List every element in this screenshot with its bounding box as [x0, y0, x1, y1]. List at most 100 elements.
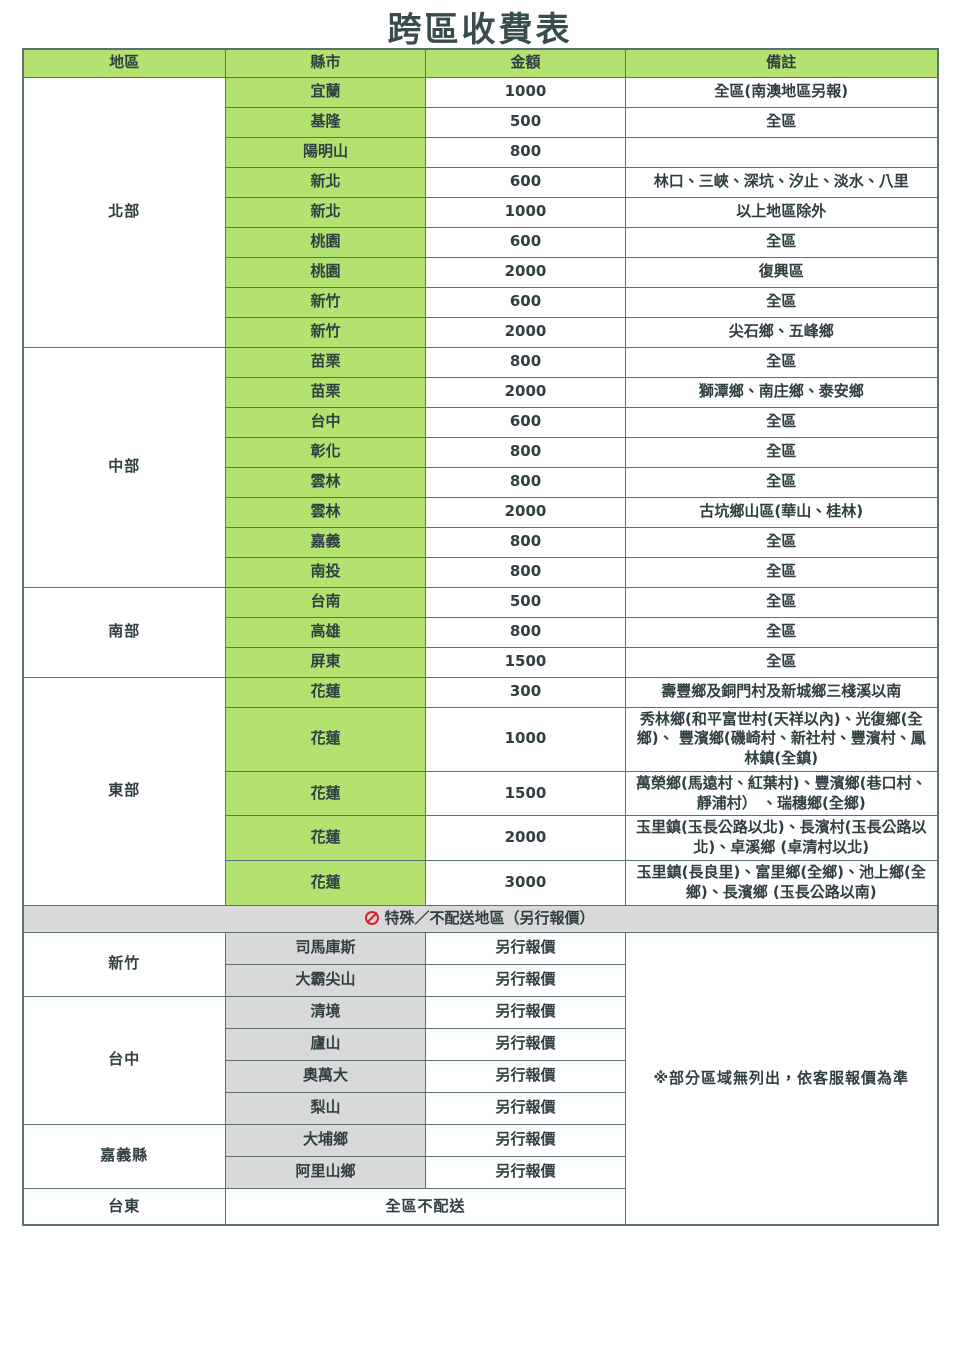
- remark-cell: 全區(南澳地區另報): [625, 76, 938, 108]
- county-cell: 彰化: [225, 436, 426, 468]
- special-place-cell: 大霸尖山: [225, 963, 426, 997]
- remark-cell: 尖石鄉、五峰鄉: [625, 316, 938, 348]
- remark-cell: 玉里鎮(長良里)、富里鄉(全鄉)、池上鄉(全鄉)、長濱鄉 (玉長公路以南): [625, 860, 938, 906]
- table-row: 花蓮 3000 玉里鎮(長良里)、富里鄉(全鄉)、池上鄉(全鄉)、長濱鄉 (玉長…: [23, 860, 938, 906]
- special-place-cell: 清境: [225, 995, 426, 1029]
- prohibition-icon: [365, 910, 380, 925]
- table-row: 花蓮 2000 玉里鎮(玉長公路以北)、長濱村(玉長公路以北)、卓溪鄉 (卓清村…: [23, 815, 938, 862]
- table-row: 新北 1000 以上地區除外: [23, 196, 938, 228]
- table-row: 基隆 500 全區: [23, 106, 938, 138]
- amount-cell: 3000: [425, 860, 626, 906]
- amount-cell: 2000: [425, 256, 626, 288]
- county-cell: 桃園: [225, 256, 426, 288]
- table-row: 阿里山鄉 另行報價: [23, 1155, 938, 1189]
- amount-cell: 800: [425, 616, 626, 648]
- county-cell: 台中: [225, 406, 426, 438]
- region-cell-south: 南部: [22, 586, 226, 678]
- county-cell: 苗栗: [225, 376, 426, 408]
- table-header: 地區 縣市 金額 備註: [22, 48, 938, 78]
- table-row: 苗栗 2000 獅潭鄉、南庄鄉、泰安鄉: [23, 376, 938, 408]
- amount-cell: 800: [425, 466, 626, 498]
- remark-cell: 以上地區除外: [625, 196, 938, 228]
- amount-cell: 600: [425, 286, 626, 318]
- remark-cell: [625, 136, 938, 168]
- table-row: 屏東 1500 全區: [23, 646, 938, 678]
- amount-cell: 1000: [425, 196, 626, 228]
- column-header-amount: 金額: [425, 48, 626, 78]
- table-row: 東部 花蓮 300 壽豐鄉及銅門村及新城鄉三棧溪以南: [22, 676, 938, 906]
- special-region-cell-chiayi: 嘉義縣: [22, 1123, 226, 1189]
- no-delivery-cell: 全區不配送: [225, 1187, 626, 1226]
- table-row: 台東 全區不配送: [22, 1187, 938, 1226]
- table-body: 北部 宜蘭 1000 全區(南澳地區另報) 基隆 500 全區 陽明山 800 …: [22, 76, 938, 1226]
- fee-table: 地區 縣市 金額 備註 北部 宜蘭 1000 全區(南澳地區另報) 基隆 500…: [21, 48, 939, 1227]
- remark-cell: 林口、三峽、深坑、汐止、淡水、八里: [625, 166, 938, 198]
- county-cell: 新北: [225, 196, 426, 228]
- special-place-cell: 阿里山鄉: [225, 1155, 426, 1189]
- county-cell: 雲林: [225, 496, 426, 528]
- table-row: 新竹 2000 尖石鄉、五峰鄉: [23, 316, 938, 348]
- column-header-county: 縣市: [225, 48, 426, 78]
- remark-cell: 秀林鄉(和平富世村(天祥以內)、光復鄉(全鄉)、 豐濱鄉(磯崎村、新社村、豐濱村…: [625, 706, 938, 772]
- amount-cell: 300: [425, 676, 626, 708]
- special-price-cell: 另行報價: [425, 931, 626, 965]
- table-row: 台中 清境 另行報價: [22, 995, 938, 1125]
- county-cell: 陽明山: [225, 136, 426, 168]
- amount-cell: 600: [425, 226, 626, 258]
- remark-cell: 全區: [625, 436, 938, 468]
- amount-cell: 800: [425, 556, 626, 588]
- table-row: 新竹 600 全區: [23, 286, 938, 318]
- table-row: 花蓮 1500 萬榮鄉(馬遠村、紅葉村)、豐濱鄉(巷口村、靜浦村） 、瑞穗鄉(全…: [23, 770, 938, 817]
- special-place-cell: 司馬庫斯: [225, 931, 426, 965]
- county-cell: 新竹: [225, 286, 426, 318]
- table-row: 廬山 另行報價: [23, 1027, 938, 1061]
- special-place-cell: 大埔鄉: [225, 1123, 426, 1157]
- amount-cell: 1000: [425, 706, 626, 772]
- table-row: 梨山 另行報價: [23, 1091, 938, 1125]
- table-row: 奧萬大 另行報價: [23, 1059, 938, 1093]
- remark-cell: 全區: [625, 586, 938, 618]
- table-row: 雲林 2000 古坑鄉山區(華山、桂林): [23, 496, 938, 528]
- special-price-cell: 另行報價: [425, 963, 626, 997]
- table-row: 新北 600 林口、三峽、深坑、汐止、淡水、八里: [23, 166, 938, 198]
- county-cell: 南投: [225, 556, 426, 588]
- remark-cell: 全區: [625, 556, 938, 588]
- remark-cell: 復興區: [625, 256, 938, 288]
- region-cell-east: 東部: [22, 676, 226, 906]
- table-row: 花蓮 1000 秀林鄉(和平富世村(天祥以內)、光復鄉(全鄉)、 豐濱鄉(磯崎村…: [23, 706, 938, 772]
- remark-cell: 萬榮鄉(馬遠村、紅葉村)、豐濱鄉(巷口村、靜浦村） 、瑞穗鄉(全鄉): [625, 770, 938, 817]
- special-price-cell: 另行報價: [425, 1027, 626, 1061]
- county-cell: 基隆: [225, 106, 426, 138]
- amount-cell: 2000: [425, 815, 626, 862]
- column-header-remark: 備註: [625, 48, 938, 78]
- special-region-cell-taichung: 台中: [22, 995, 226, 1125]
- amount-cell: 2000: [425, 316, 626, 348]
- special-price-cell: 另行報價: [425, 1155, 626, 1189]
- page-title: 跨區收費表: [387, 10, 573, 50]
- table-row: 彰化 800 全區: [23, 436, 938, 468]
- table-row: 嘉義縣 大埔鄉 另行報價: [22, 1123, 938, 1189]
- remark-cell: 古坑鄉山區(華山、桂林): [625, 496, 938, 528]
- amount-cell: 500: [425, 586, 626, 618]
- remark-cell: 全區: [625, 616, 938, 648]
- county-cell: 桃園: [225, 226, 426, 258]
- remark-cell: 全區: [625, 466, 938, 498]
- amount-cell: 800: [425, 526, 626, 558]
- remark-cell: 全區: [625, 286, 938, 318]
- special-place-cell: 梨山: [225, 1091, 426, 1125]
- county-cell: 台南: [225, 586, 426, 618]
- special-region-cell-hsinchu: 新竹: [22, 931, 226, 997]
- amount-cell: 2000: [425, 376, 626, 408]
- county-cell: 花蓮: [225, 860, 426, 906]
- special-section-header: 特殊／不配送地區（另行報價）: [22, 904, 938, 933]
- amount-cell: 2000: [425, 496, 626, 528]
- remark-cell: 獅潭鄉、南庄鄉、泰安鄉: [625, 376, 938, 408]
- county-cell: 花蓮: [225, 676, 426, 708]
- special-region-cell-taitung: 台東: [22, 1187, 226, 1226]
- amount-cell: 600: [425, 406, 626, 438]
- remark-cell: 全區: [625, 526, 938, 558]
- table-row: 雲林 800 全區: [23, 466, 938, 498]
- table-row: 南部 台南 500 全區: [22, 586, 938, 678]
- remark-cell: 全區: [625, 106, 938, 138]
